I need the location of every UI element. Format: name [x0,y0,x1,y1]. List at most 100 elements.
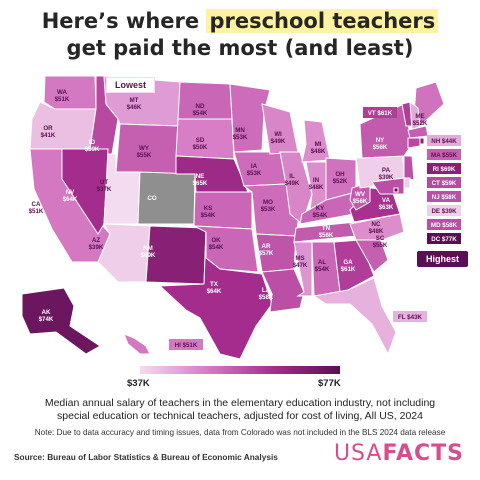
state-label-in: IN$48K [309,177,324,191]
state-label-wi: WI$49K [271,131,286,145]
state-label-ky: KY$54K [313,205,328,219]
state-label-mt: MT$46K [127,97,142,111]
state-value-ga: $61K [341,266,356,273]
state-abbr-mn: MN [235,127,245,134]
state-abbr-ok: OK [211,237,221,244]
state-label-ne: NE$65K [193,173,208,187]
state-abbr-nd: ND [196,103,205,110]
state-abbr-nv: NV [66,189,75,196]
logo-part-1: USA [333,441,383,466]
state-abbr-tx: TX [210,281,219,288]
state-value-ia: $53K [247,170,262,177]
state-label-nv: NV$64K [63,189,78,203]
state-label-hi: HI $51K [169,339,203,350]
state-abbr-ne: NE [196,173,205,180]
state-value-wv: $56K [353,198,368,205]
state-abbr-ut: UT [100,179,108,186]
state-ct [407,137,421,149]
state-abbr-il: IL [289,173,295,180]
state-label-ct: CT $59K [427,177,461,188]
state-label-nm: NM$69K [141,245,156,259]
state-label-nj: NJ $58K [427,191,461,202]
state-value-ct: CT $59K [432,180,457,187]
state-value-il: $49K [285,180,300,187]
state-mn [229,83,271,153]
state-ak [21,287,101,355]
state-label-box-dc [427,233,461,244]
state-value-wa: $51K [55,96,70,103]
state-label-ca: CA$51K [29,201,44,215]
state-label-sc: SC$55K [373,235,388,249]
state-value-nd: $54K [193,110,208,117]
legend-max-label: $77K [318,378,341,389]
state-value-md: MD $58K [431,222,458,229]
state-value-de: DE $39K [431,208,457,215]
state-label-box-nj [427,191,461,202]
state-value-wi: $49K [271,138,286,145]
logo-part-2: FACTS [382,441,464,466]
state-value-nj: NJ $58K [432,194,457,201]
state-value-or: $41K [41,132,56,139]
state-value-ky: $54K [313,212,328,219]
state-abbr-al: AL [318,259,326,266]
state-label-il: IL$49K [285,173,300,187]
chart-title: Here’s where preschool teachers get paid… [0,8,480,62]
state-abbr-ks: KS [204,205,213,212]
state-wi [261,103,299,155]
state-label-box-md [427,219,461,230]
state-label-de: DE $39K [427,205,461,216]
state-label-az: AZ$39K [89,237,104,251]
state-value-hi: HI $51K [175,342,198,349]
state-label-ut: UT$37K [97,179,112,193]
state-mi [301,119,331,163]
state-or [29,101,97,150]
state-sd [175,118,235,160]
state-label-pa: PA$39K [379,167,394,181]
state-label-ms: MS$47K [293,255,308,269]
state-label-wa: WA$51K [55,89,70,103]
state-value-pa: $39K [379,174,394,181]
state-abbr-ca: CA [32,201,41,208]
data-note: Note: Due to data accuracy and timing is… [34,428,446,437]
state-ms [293,241,313,297]
state-abbr-ga: GA [343,259,353,266]
state-value-sc: $55K [373,242,388,249]
state-wa [43,75,97,110]
state-value-nm: $69K [141,252,156,259]
state-label-box-fl [393,311,427,322]
state-abbr-wv: WV [355,191,366,198]
state-label-al: AL$54K [315,259,330,273]
state-fl [312,277,397,356]
state-label-mo: MO$53K [261,199,276,213]
title-prefix: Here’s where [41,9,207,33]
state-value-mo: $53K [261,206,276,213]
state-value-nv: $64K [63,196,78,203]
state-abbr-ms: MS [295,255,304,262]
state-value-mt: $46K [127,104,142,111]
state-abbr-ny: NY [376,137,385,144]
state-ma [407,125,429,139]
state-label-tn: TN$56K [319,225,334,239]
state-label-nh: NH $44K [427,135,461,146]
state-value-az: $39K [89,244,104,251]
state-ks [193,191,253,230]
usafacts-logo: USAFACTS [334,441,464,466]
state-hi [123,333,151,355]
state-label-sd: SD$50K [193,137,208,151]
state-label-la: LA$58K [259,287,274,301]
state-label-ny: NY$56K [373,137,388,151]
state-label-me: ME$52K [413,113,428,127]
state-label-ma: MA $55K [427,149,461,160]
state-value-ma: MA $55K [431,152,457,159]
state-value-tn: $56K [319,232,334,239]
state-value-tx: $64K [207,288,222,295]
state-value-va: $63K [379,204,394,211]
state-value-nc: $48K [369,228,384,235]
us-salary-map: WA$51KOR$41KCA$51KID$59KNV$64KMT$46KWY$5… [21,75,461,360]
state-value-la: $58K [259,294,274,301]
state-abbr-ak: AK [42,309,51,316]
description-line-2: special education or technical teachers,… [57,409,423,422]
state-value-dc: DC $77K [431,236,457,243]
state-label-nc: NC$48K [369,221,384,235]
state-ri [419,137,425,145]
